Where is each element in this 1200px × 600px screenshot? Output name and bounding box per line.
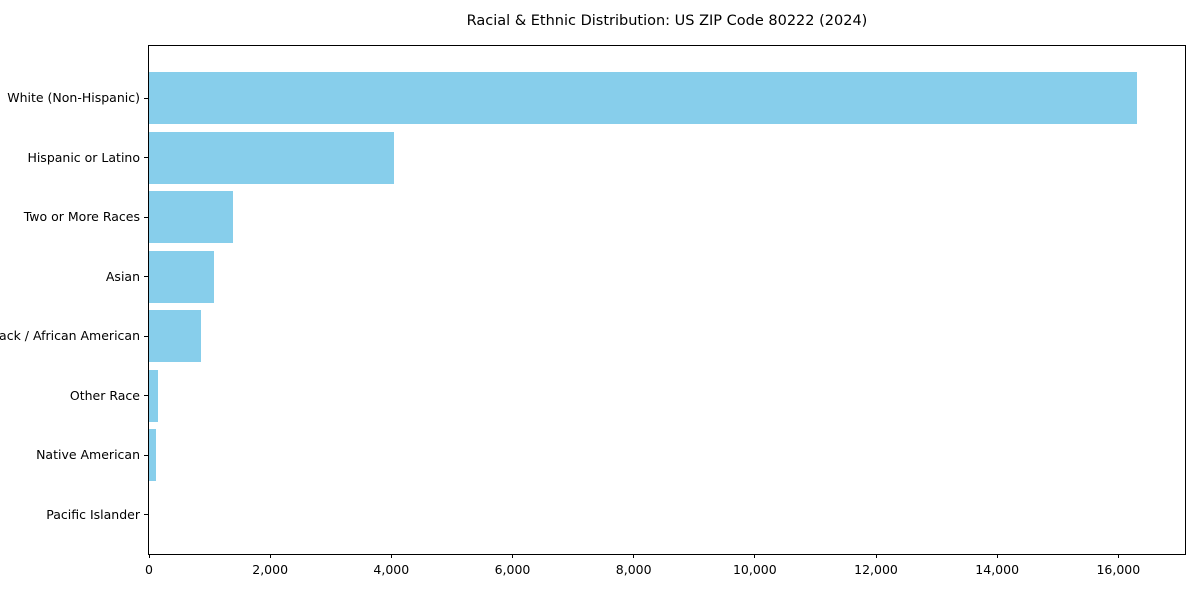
bar [149, 250, 215, 303]
bar [149, 191, 233, 243]
y-tick-mark [144, 454, 148, 456]
x-tick-label: 10,000 [732, 562, 777, 577]
x-tick-mark [1117, 554, 1119, 558]
y-tick-label: Two or More Races [23, 209, 140, 224]
x-tick-label: 16,000 [1096, 562, 1141, 577]
bar [149, 310, 202, 362]
y-tick-mark [144, 97, 148, 99]
bar [149, 369, 159, 422]
x-tick-mark [148, 554, 150, 558]
x-tick-mark [390, 554, 392, 558]
x-tick-mark [633, 554, 635, 558]
y-tick-mark [144, 335, 148, 337]
y-tick-label: Hispanic or Latino [27, 149, 140, 165]
x-tick-label: 4,000 [373, 562, 410, 577]
x-tick-mark [875, 554, 877, 558]
x-tick-label: 8,000 [615, 562, 652, 577]
y-tick-mark [144, 514, 148, 515]
y-tick-mark [144, 157, 148, 158]
y-tick-label: White (Non-Hispanic) [7, 90, 140, 105]
x-tick-mark [512, 554, 513, 558]
y-tick-label: Native American [36, 447, 140, 462]
x-tick-label: 6,000 [494, 562, 531, 577]
x-tick-label: 12,000 [854, 562, 898, 577]
x-tick-label: 2,000 [252, 562, 289, 577]
y-tick-mark [144, 276, 148, 277]
x-tick-mark [996, 554, 998, 558]
x-tick-label: 0 [145, 562, 153, 577]
bar [149, 131, 395, 184]
y-tick-mark [144, 216, 148, 218]
y-tick-label: Other Race [69, 387, 140, 403]
y-tick-mark [144, 395, 148, 396]
bar [149, 72, 1137, 124]
y-tick-label: Black / African American [0, 328, 140, 343]
chart-title: Racial & Ethnic Distribution: US ZIP Cod… [466, 13, 868, 29]
x-tick-label: 14,000 [975, 562, 1020, 577]
x-tick-mark [754, 554, 756, 558]
plot-area: White (Non-Hispanic) Hispanic or Latino Tw… [0, 45, 1186, 577]
bar [149, 429, 156, 481]
y-tick-label: Asian [105, 268, 140, 284]
x-tick-mark [269, 554, 271, 558]
y-tick-label: Pacific Islander [46, 506, 140, 522]
